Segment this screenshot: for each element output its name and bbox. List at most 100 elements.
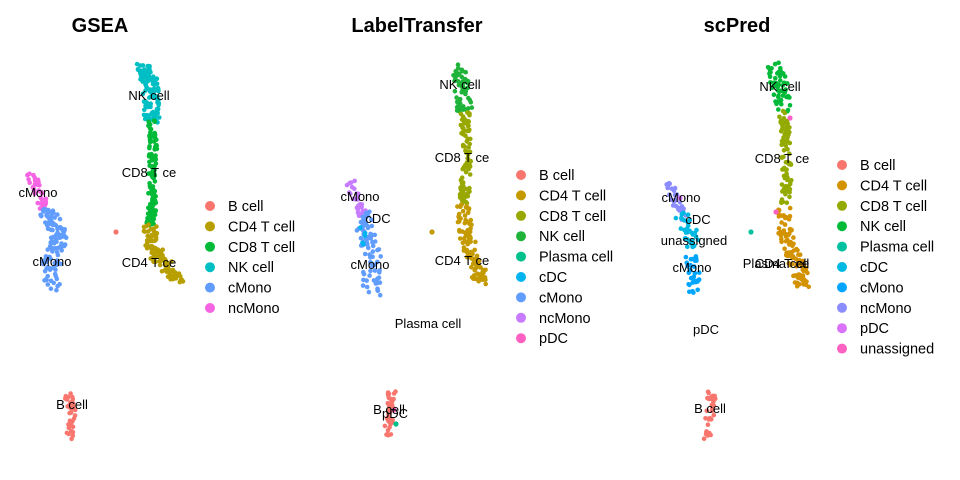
cell-point — [41, 261, 46, 267]
cell-point — [48, 227, 54, 232]
cell-point — [149, 232, 155, 238]
cell-point — [472, 267, 478, 272]
cluster-label: B cell — [694, 401, 726, 416]
legend-label: cDC — [860, 260, 888, 276]
cell-point — [145, 229, 151, 234]
cell-point — [355, 207, 361, 212]
cluster-label: Plasma cell — [395, 316, 462, 331]
cell-point — [147, 152, 152, 157]
cell-point — [150, 238, 156, 244]
cell-point — [454, 108, 460, 113]
cell-point — [362, 230, 368, 236]
cell-point — [43, 201, 48, 206]
scatter-points — [25, 61, 186, 442]
cell-point — [358, 235, 364, 241]
cell-point — [466, 106, 471, 111]
cell-point — [683, 254, 689, 260]
legend-swatch — [837, 241, 847, 252]
cell-point — [377, 270, 382, 275]
cell-point — [788, 262, 793, 267]
cell-point — [382, 423, 388, 429]
cluster-label: cMono — [672, 260, 711, 275]
cell-point — [146, 222, 151, 227]
cell-point — [466, 128, 472, 134]
cluster-label: unassigned — [661, 233, 728, 248]
cell-point — [782, 167, 788, 172]
cell-point — [147, 102, 152, 107]
cluster-label: cMono — [350, 257, 389, 272]
cell-point — [359, 202, 365, 207]
cell-point — [367, 273, 372, 278]
cell-point — [455, 204, 460, 209]
legend-swatch — [516, 170, 526, 180]
cell-point — [152, 198, 158, 204]
cell-point — [463, 133, 468, 138]
legend-swatch — [837, 221, 847, 232]
cell-point — [776, 60, 781, 66]
cell-point — [685, 212, 691, 217]
cell-point — [360, 218, 366, 224]
cell-point — [694, 227, 699, 233]
cluster-label: CD4 T ce — [435, 253, 489, 268]
cluster-label: B cell — [373, 402, 405, 417]
cell-point — [465, 241, 470, 247]
legend-swatch — [205, 262, 215, 273]
cell-point — [151, 118, 157, 123]
cell-point — [429, 229, 435, 235]
panel-title: LabelTransfer — [351, 15, 482, 37]
cell-point — [362, 251, 368, 257]
cell-point — [135, 67, 141, 72]
legend-label: CD4 T cell — [539, 188, 606, 204]
legend-label: cDC — [539, 270, 567, 286]
cell-point — [696, 277, 702, 282]
cell-point — [141, 75, 146, 80]
cell-point — [62, 233, 67, 238]
cell-point — [147, 95, 152, 100]
cell-point — [154, 142, 159, 148]
cell-point — [150, 166, 156, 171]
cell-point — [57, 216, 63, 222]
cell-point — [53, 236, 59, 242]
cell-point — [364, 284, 370, 290]
cluster-label: CD8 T ce — [435, 150, 489, 165]
cell-point — [796, 282, 801, 288]
cell-point — [69, 436, 74, 442]
legend-swatch — [205, 303, 215, 313]
cell-point — [706, 390, 711, 396]
cell-point — [459, 67, 465, 73]
cell-point — [368, 231, 373, 237]
cell-point — [468, 217, 474, 223]
cell-point — [780, 108, 786, 114]
legend-label: CD8 T cell — [228, 240, 295, 256]
cell-point — [386, 415, 392, 421]
legend-label: B cell — [228, 199, 263, 215]
cell-point — [52, 271, 58, 277]
cell-point — [58, 261, 63, 267]
cell-point — [393, 421, 399, 427]
legend: B cell CD4 T cell CD8 T cell NK cell Plasma … — [837, 158, 934, 358]
panel-title: GSEA — [72, 15, 129, 37]
cell-point — [70, 429, 76, 435]
cell-point — [163, 259, 169, 264]
legend-swatch — [516, 231, 526, 242]
cell-point — [479, 272, 485, 278]
cell-point — [679, 215, 684, 221]
cell-point — [375, 280, 381, 286]
cell-point — [148, 185, 153, 190]
cell-point — [459, 74, 465, 80]
cell-point — [143, 82, 148, 87]
cell-point — [142, 229, 148, 234]
cell-point — [787, 194, 792, 200]
cell-point — [460, 185, 465, 191]
cell-point — [465, 232, 470, 238]
legend-swatch — [516, 292, 526, 303]
cell-point — [356, 213, 362, 219]
cell-point — [377, 292, 383, 298]
cell-point — [776, 93, 781, 98]
cell-point — [473, 239, 478, 245]
cell-point — [681, 210, 686, 216]
panel-title: scPred — [704, 15, 771, 37]
cell-point — [680, 206, 686, 212]
cell-point — [153, 249, 159, 255]
cell-point — [156, 102, 161, 108]
